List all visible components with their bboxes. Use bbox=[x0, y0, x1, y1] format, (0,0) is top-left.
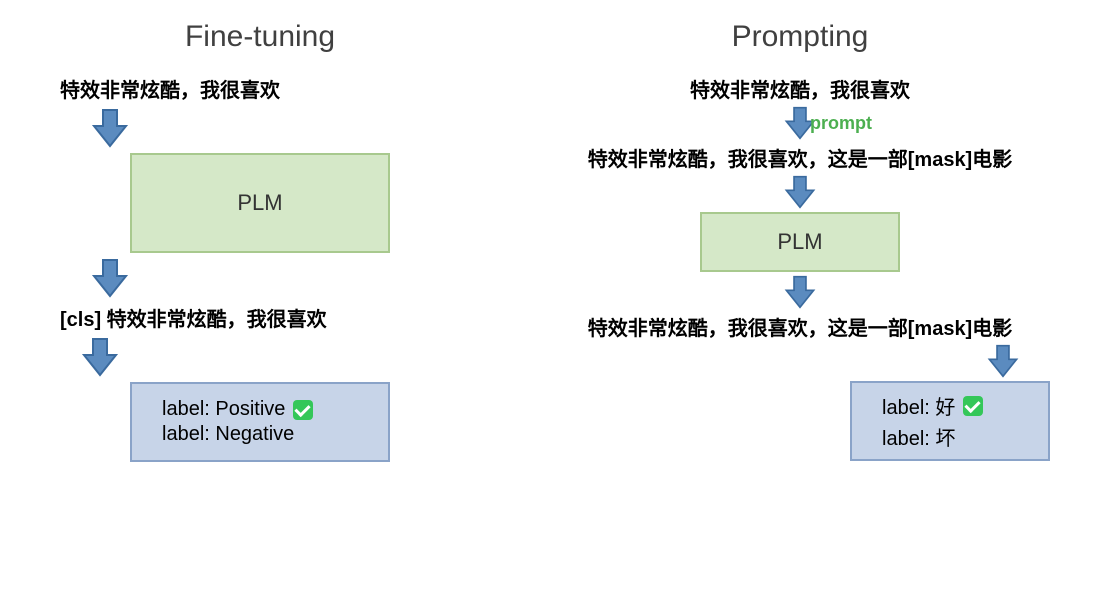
plm-box-left: PLM bbox=[130, 153, 390, 253]
label-good-line: label: 好 bbox=[882, 391, 983, 420]
arrow-p1: prompt bbox=[700, 103, 900, 143]
check-icon bbox=[293, 400, 313, 420]
prompting-output-text: 特效非常炫酷，我很喜欢，这是一部[mask]电影 bbox=[588, 312, 1012, 341]
arrow-p2 bbox=[783, 172, 817, 212]
arrow-path bbox=[94, 110, 126, 146]
finetuning-input-text: 特效非常炫酷，我很喜欢 bbox=[60, 74, 280, 103]
check-icon bbox=[963, 396, 983, 416]
down-arrow-icon bbox=[783, 275, 817, 309]
label-positive-line: label: Positive bbox=[162, 398, 313, 421]
finetuning-output-text: [cls] 特效非常炫酷，我很喜欢 bbox=[60, 303, 327, 332]
down-arrow-icon bbox=[80, 337, 120, 377]
down-arrow-icon bbox=[783, 175, 817, 209]
label-negative-line: label: Negative bbox=[162, 423, 294, 446]
arrow-path bbox=[786, 277, 813, 308]
arrow-path bbox=[786, 177, 813, 208]
finetuning-column: Fine-tuning 特效非常炫酷，我很喜欢 PLM [cls] 特效非常炫酷… bbox=[50, 20, 470, 462]
label-positive: label: Positive bbox=[162, 398, 285, 421]
plm-box-right: PLM bbox=[700, 212, 900, 272]
arrow-2 bbox=[90, 253, 130, 303]
down-arrow-icon bbox=[986, 344, 1020, 378]
plm-label-left: PLM bbox=[237, 190, 282, 216]
label-box-left: label: Positive label: Negative bbox=[130, 382, 390, 462]
down-arrow-icon bbox=[90, 108, 130, 148]
plm-label-right: PLM bbox=[777, 229, 822, 255]
finetuning-title: Fine-tuning bbox=[185, 20, 335, 54]
label-box-right: label: 好 label: 坏 bbox=[850, 381, 1050, 461]
label-bad-line: label: 坏 bbox=[882, 422, 955, 451]
arrow-path bbox=[989, 346, 1016, 377]
prompting-input-text: 特效非常炫酷，我很喜欢 bbox=[690, 74, 910, 103]
arrow-path bbox=[84, 339, 116, 375]
prompting-column: Prompting 特效非常炫酷，我很喜欢 prompt 特效非常炫酷，我很喜欢… bbox=[520, 20, 1080, 461]
arrow-p4 bbox=[986, 341, 1020, 381]
label-bad: label: 坏 bbox=[882, 422, 955, 451]
arrow-1 bbox=[90, 103, 130, 153]
prompted-text: 特效非常炫酷，我很喜欢，这是一部[mask]电影 bbox=[588, 143, 1012, 172]
arrow-3 bbox=[80, 332, 120, 382]
down-arrow-icon bbox=[90, 258, 130, 298]
label-negative: label: Negative bbox=[162, 423, 294, 446]
arrow-p3 bbox=[783, 272, 817, 312]
label-good: label: 好 bbox=[882, 391, 955, 420]
prompt-label: prompt bbox=[810, 113, 872, 134]
arrow-path bbox=[94, 260, 126, 296]
prompting-title: Prompting bbox=[732, 20, 869, 54]
